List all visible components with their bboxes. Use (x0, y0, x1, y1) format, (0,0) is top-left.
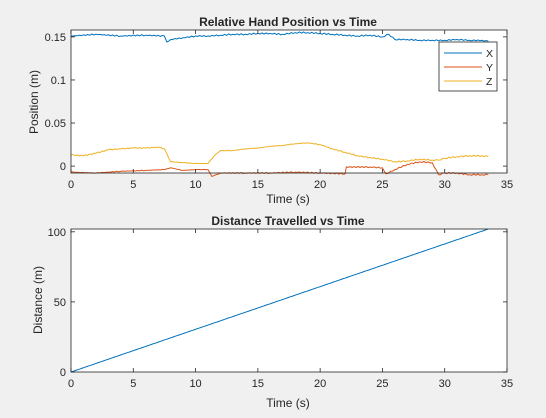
position-x-tick-label: 20 (314, 179, 326, 191)
distance-chart-title: Distance Travelled vs Time (211, 214, 365, 228)
position-axes-frame (70, 29, 508, 174)
position-x-tick-label: 30 (439, 179, 451, 191)
legend-label-y: Y (486, 62, 493, 74)
position-x-tick-label: 25 (376, 179, 388, 191)
distance-y-tick-label: 100 (48, 227, 66, 239)
distance-axes-background (71, 229, 507, 372)
distance-x-tick-label: 10 (189, 378, 201, 390)
position-chart-title: Relative Hand Position vs Time (199, 15, 377, 29)
distance-x-tick-label: 15 (252, 378, 264, 390)
position-y-axis-label: Position (m) (27, 70, 41, 134)
distance-x-tick-label: 35 (501, 378, 513, 390)
distance-x-tick-label: 0 (68, 378, 74, 390)
position-y-tick-label: 0.05 (45, 118, 66, 130)
position-x-axis-label: Time (s) (266, 192, 310, 206)
legend-label-z: Z (486, 76, 493, 88)
distance-x-axis-label: Time (s) (266, 396, 310, 410)
distance-x-tick-label: 20 (314, 378, 326, 390)
position-axes-background (71, 30, 507, 173)
distance-x-tick-label: 30 (439, 378, 451, 390)
position-x-tick-label: 35 (501, 179, 513, 191)
distance-x-tick-label: 5 (130, 378, 136, 390)
position-y-tick-label: 0 (60, 161, 66, 173)
position-ticks: 0 5 10 15 20 25 30 35 0 0.05 0.1 0.15 (45, 30, 513, 191)
distance-axes-frame (70, 228, 508, 373)
distance-y-tick-label: 0 (60, 367, 66, 379)
position-y-tick-label: 0.15 (45, 32, 66, 44)
position-chart: 0 5 10 15 20 25 30 35 0 0.05 0.1 0.15 Relative Hand… (27, 15, 513, 206)
distance-y-tick-label: 50 (54, 297, 66, 309)
position-x-tick-label: 5 (130, 179, 136, 191)
position-x-tick-label: 0 (68, 179, 74, 191)
distance-series-lines (70, 228, 489, 373)
distance-y-axis-label: Distance (m) (31, 266, 45, 334)
position-x-tick-label: 10 (189, 179, 201, 191)
position-series-line-x (71, 31, 489, 43)
distance-series-line-distance (70, 228, 489, 373)
distance-x-tick-label: 25 (376, 378, 388, 390)
legend-label-x: X (486, 48, 493, 60)
position-y-tick-label: 0.1 (51, 75, 66, 87)
distance-chart: 0 5 10 15 20 25 30 35 0 50 100 Distance Travelled … (31, 214, 513, 410)
position-legend: X Y Z (438, 41, 498, 92)
distance-ticks: 0 5 10 15 20 25 30 35 0 50 100 (48, 227, 513, 390)
position-x-tick-label: 15 (252, 179, 264, 191)
position-series-line-z (70, 142, 489, 165)
